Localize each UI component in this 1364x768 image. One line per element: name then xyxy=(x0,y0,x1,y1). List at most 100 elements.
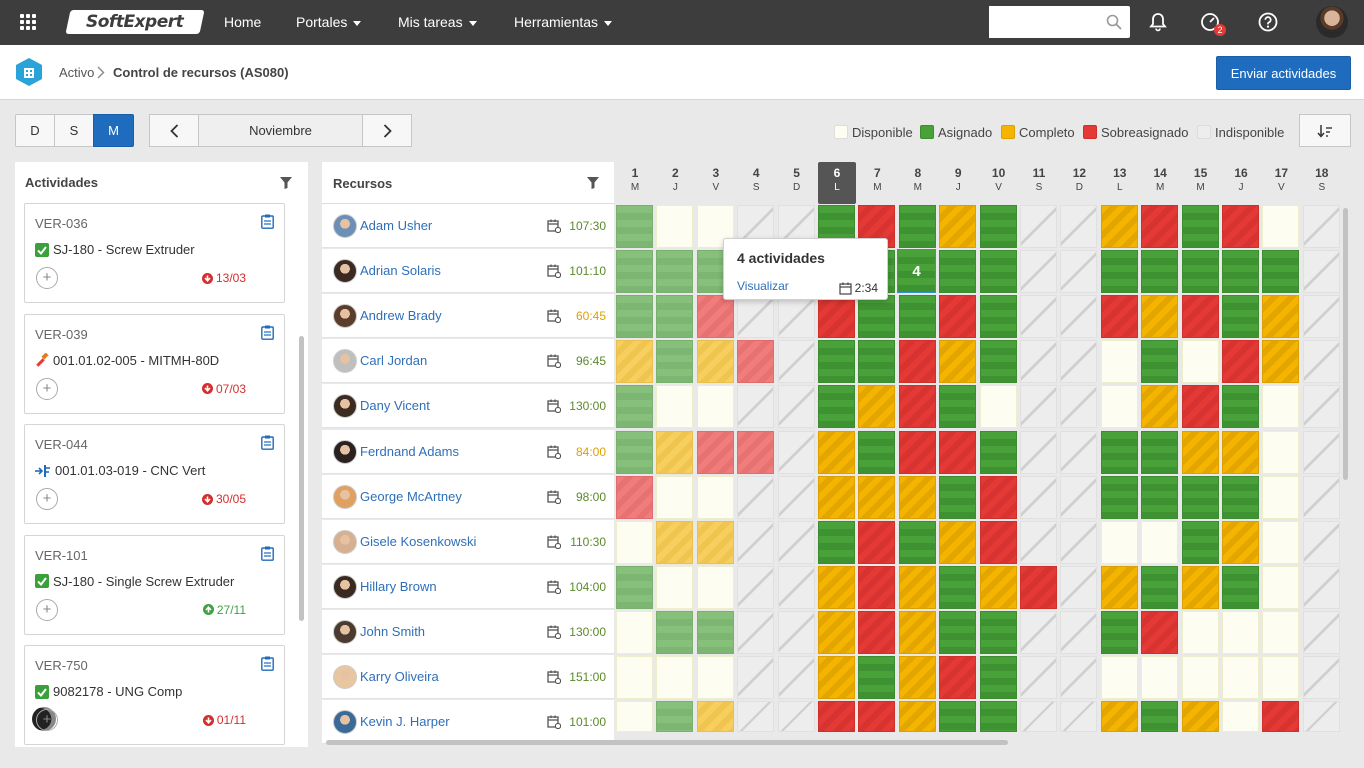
schedule-cell[interactable] xyxy=(1141,340,1179,384)
schedule-cell[interactable] xyxy=(1100,250,1138,294)
schedule-cell[interactable] xyxy=(1302,565,1340,609)
schedule-cell[interactable] xyxy=(818,656,855,699)
schedule-cell[interactable] xyxy=(1302,656,1340,699)
resource-row[interactable]: Dany Vicent 130:00 xyxy=(322,384,614,429)
schedule-cell[interactable] xyxy=(1302,295,1340,339)
schedule-cell[interactable] xyxy=(696,520,734,564)
schedule-cell[interactable] xyxy=(1181,430,1219,474)
schedule-cell[interactable] xyxy=(979,205,1017,248)
schedule-cell[interactable] xyxy=(939,701,977,733)
schedule-cell[interactable] xyxy=(1141,701,1179,733)
schedule-cell[interactable] xyxy=(777,701,815,733)
schedule-cell[interactable] xyxy=(1060,656,1098,699)
schedule-cell[interactable] xyxy=(1141,610,1179,654)
schedule-cell[interactable] xyxy=(1100,340,1138,384)
bell-icon[interactable] xyxy=(1147,11,1169,33)
schedule-cell[interactable] xyxy=(1141,295,1179,339)
schedule-cell[interactable] xyxy=(737,295,775,339)
view-week-button[interactable]: S xyxy=(54,114,94,147)
schedule-cell[interactable] xyxy=(1060,565,1098,609)
schedule-cell[interactable] xyxy=(656,565,694,609)
schedule-cell[interactable] xyxy=(939,520,977,564)
schedule-cell[interactable] xyxy=(858,430,896,474)
schedule-cell[interactable] xyxy=(979,656,1017,699)
schedule-cell[interactable] xyxy=(656,475,694,519)
schedule-cell[interactable] xyxy=(616,340,653,384)
gauge-icon[interactable] xyxy=(1199,11,1221,33)
schedule-cell[interactable] xyxy=(979,610,1017,654)
schedule-cell[interactable] xyxy=(1302,520,1340,564)
user-avatar[interactable] xyxy=(1316,6,1348,38)
activity-card[interactable]: VER-039 001.01.02-005 - MITMH-80D +07/03 xyxy=(24,313,285,414)
schedule-cell[interactable] xyxy=(898,475,936,519)
resource-name[interactable]: Adam Usher xyxy=(360,218,433,233)
schedule-cell[interactable] xyxy=(939,340,977,384)
add-assignee-button[interactable]: + xyxy=(36,709,58,731)
schedule-cell[interactable] xyxy=(616,565,653,609)
nav-herramientas[interactable]: Herramientas xyxy=(514,0,613,45)
schedule-cell[interactable] xyxy=(696,430,734,474)
schedule-cell[interactable] xyxy=(898,385,936,429)
schedule-cell[interactable] xyxy=(616,430,653,474)
schedule-cell[interactable] xyxy=(979,565,1017,609)
resource-row[interactable]: Gisele Kosenkowski 110:30 xyxy=(322,519,614,564)
resource-row[interactable]: Hillary Brown 104:00 xyxy=(322,564,614,609)
schedule-cell[interactable] xyxy=(1262,205,1300,248)
schedule-cell[interactable] xyxy=(939,610,977,654)
sort-button[interactable] xyxy=(1299,114,1351,147)
resource-row[interactable]: Karry Oliveira 151:00 xyxy=(322,655,614,699)
schedule-cell[interactable] xyxy=(616,520,653,564)
nav-mis-tareas[interactable]: Mis tareas xyxy=(398,0,477,45)
schedule-cell[interactable] xyxy=(1141,520,1179,564)
schedule-cell[interactable] xyxy=(858,520,896,564)
activity-card[interactable]: VER-101 SJ-180 - Single Screw Extruder +27… xyxy=(24,534,285,635)
schedule-cell[interactable] xyxy=(979,250,1017,294)
resource-name[interactable]: Dany Vicent xyxy=(360,398,430,414)
calendar-clock-icon[interactable] xyxy=(547,580,561,594)
schedule-cell[interactable] xyxy=(1020,250,1057,294)
schedule-cell[interactable] xyxy=(1141,385,1179,429)
schedule-cell[interactable] xyxy=(939,250,977,294)
filter-icon[interactable] xyxy=(280,177,292,189)
schedule-cell[interactable] xyxy=(1222,250,1259,294)
calendar-clock-icon[interactable] xyxy=(547,625,561,639)
schedule-cell[interactable] xyxy=(1181,701,1219,733)
schedule-cell[interactable] xyxy=(1222,610,1259,654)
schedule-cell[interactable] xyxy=(1222,295,1259,339)
schedule-cell[interactable] xyxy=(1302,385,1340,429)
resource-name[interactable]: Karry Oliveira xyxy=(360,669,439,684)
schedule-cell[interactable] xyxy=(1262,340,1300,384)
calendar-clock-icon[interactable] xyxy=(547,715,561,730)
schedule-cell[interactable] xyxy=(1100,295,1138,339)
resource-name[interactable]: Carl Jordan xyxy=(360,353,428,369)
schedule-cell[interactable] xyxy=(1302,610,1340,654)
resource-name[interactable]: George McArtney xyxy=(360,488,462,504)
schedule-cell[interactable] xyxy=(696,385,734,429)
schedule-cell[interactable] xyxy=(939,430,977,474)
schedule-cell[interactable] xyxy=(898,701,936,733)
schedule-cell[interactable] xyxy=(1222,340,1259,384)
schedule-cell[interactable] xyxy=(737,610,775,654)
schedule-cell[interactable] xyxy=(1302,205,1340,248)
resource-row[interactable]: Andrew Brady 60:45 xyxy=(322,294,614,339)
schedule-cell[interactable] xyxy=(777,610,815,654)
schedule-cell[interactable] xyxy=(1222,520,1259,564)
schedule-cell[interactable] xyxy=(1020,295,1057,339)
schedule-cell[interactable] xyxy=(939,475,977,519)
schedule-cell[interactable] xyxy=(696,610,734,654)
schedule-cell[interactable] xyxy=(1060,430,1098,474)
schedule-cell[interactable] xyxy=(616,475,653,519)
view-link[interactable]: Visualizar xyxy=(737,279,789,293)
schedule-cell[interactable] xyxy=(1100,701,1138,733)
calendar-clock-icon[interactable] xyxy=(547,399,561,414)
schedule-cell[interactable] xyxy=(1020,475,1057,519)
apps-grid-icon[interactable] xyxy=(20,14,36,30)
schedule-cell[interactable] xyxy=(1262,701,1300,733)
grid-horizontal-scrollbar[interactable] xyxy=(326,740,1008,745)
resource-row[interactable]: Carl Jordan 96:45 xyxy=(322,339,614,384)
schedule-cell[interactable] xyxy=(979,385,1017,429)
schedule-cell[interactable] xyxy=(1020,656,1057,699)
clipboard-icon[interactable] xyxy=(261,214,274,229)
resource-name[interactable]: Kevin J. Harper xyxy=(360,714,450,730)
schedule-cell[interactable] xyxy=(1141,250,1179,294)
